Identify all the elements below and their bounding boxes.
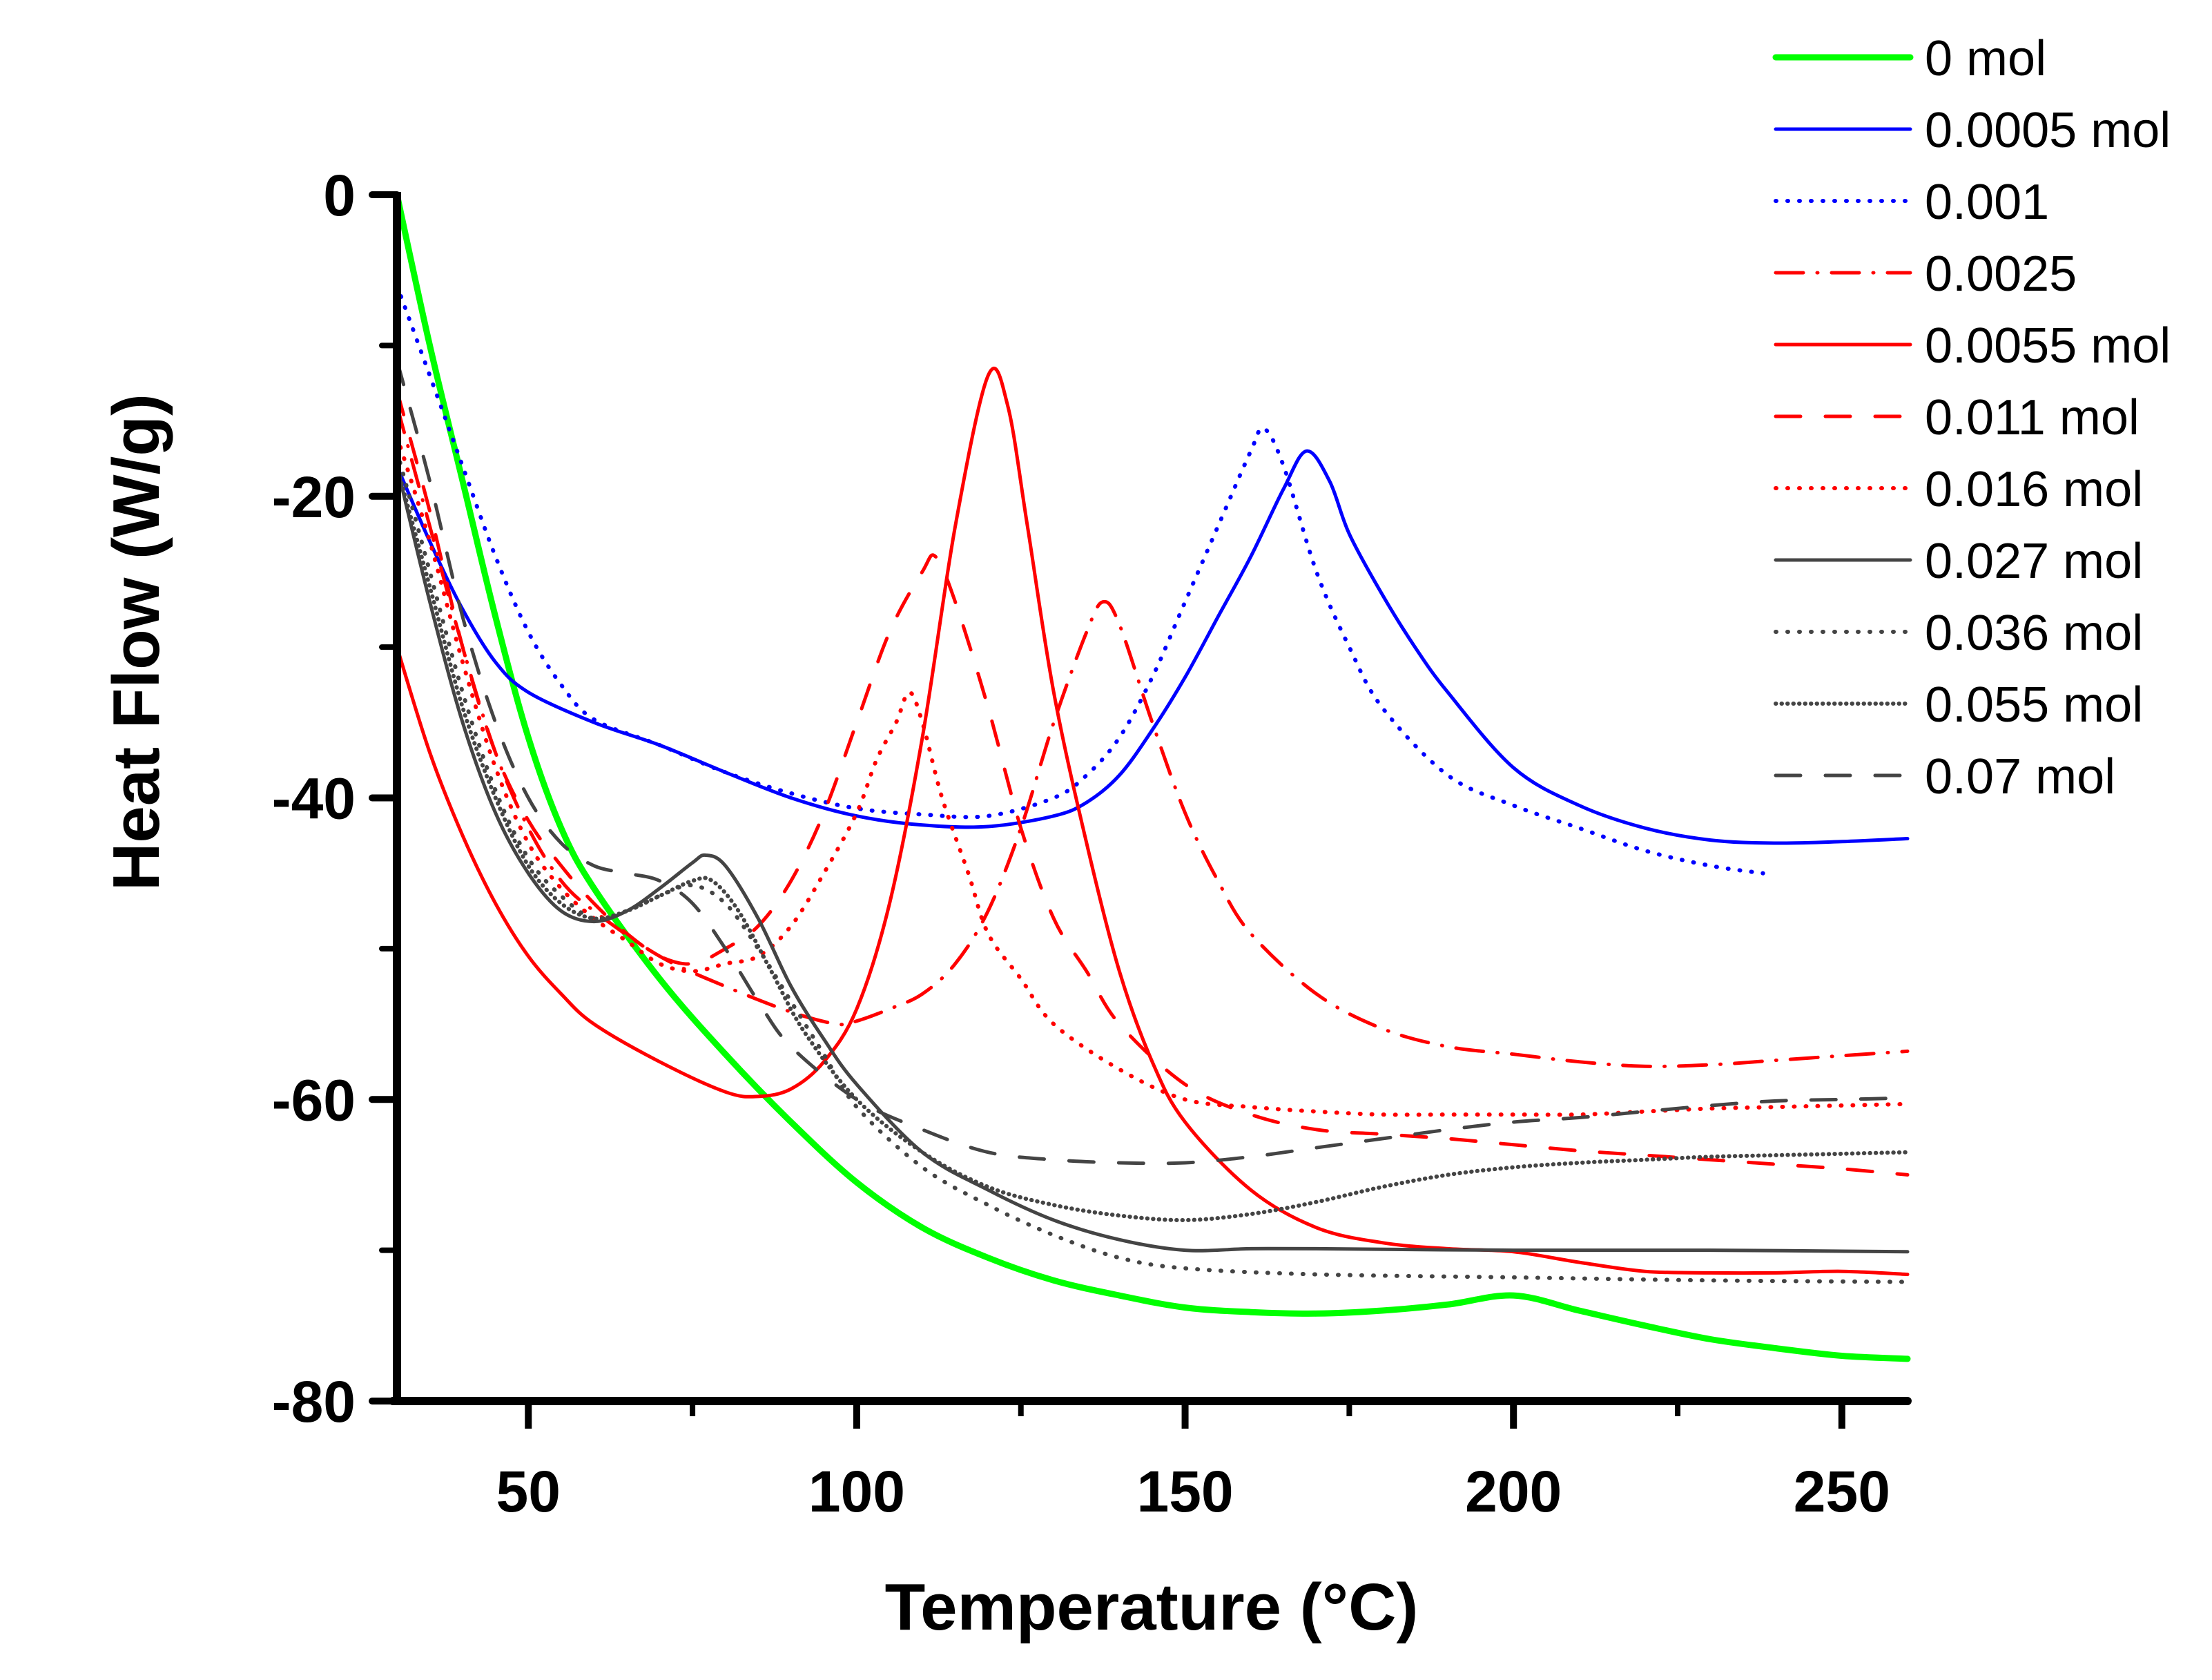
x-tick-label: 250 (1794, 1459, 1890, 1524)
y-tick-label: -20 (272, 465, 356, 530)
y-tick-label: 0 (323, 163, 356, 228)
series-line-0-0055-mol (397, 366, 1910, 1277)
x-tick-label: 200 (1465, 1459, 1562, 1524)
x-axis-title: Temperature (°C) (885, 1570, 1419, 1644)
legend-label: 0 mol (1925, 31, 2046, 86)
legend-label: 0.0055 mol (1925, 318, 2171, 374)
series-line-0-036-mol (397, 449, 1910, 1284)
legend-item: 0.027 mol (1774, 534, 2143, 589)
series-line-0-001 (397, 283, 1765, 876)
legend-item: 0.0055 mol (1774, 318, 2171, 374)
legend-item: 0.036 mol (1774, 606, 2143, 661)
legend-label: 0.016 mol (1925, 462, 2143, 517)
legend-item: 0.0005 mol (1774, 103, 2171, 158)
x-tick-label: 100 (808, 1459, 905, 1524)
series-line-0-0005-mol (397, 449, 1910, 845)
legend-item: 0.001 (1774, 175, 2049, 230)
legend-item: 0.07 mol (1774, 749, 2115, 804)
series-line-0-0025 (397, 404, 1910, 1068)
x-tick-label: 150 (1136, 1459, 1233, 1524)
legend-item: 0.055 mol (1774, 677, 2143, 733)
y-tick-label: -80 (272, 1369, 356, 1434)
y-tick-label: -60 (272, 1068, 356, 1132)
x-tick-label: 50 (496, 1459, 561, 1524)
series-line-0-mol (397, 191, 1911, 1362)
legend-label: 0.055 mol (1925, 677, 2143, 733)
legend-label: 0.027 mol (1925, 534, 2143, 589)
legend-label: 0.0025 (1925, 247, 2077, 302)
legend-label: 0.07 mol (1925, 749, 2115, 804)
tick-labels: 50 100 150 200 250 0 -20 -40 -60 -80 (272, 163, 1890, 1524)
series-layer (397, 191, 1911, 1362)
legend-label: 0.001 (1925, 175, 2049, 230)
legend-item: 0.0025 (1774, 247, 2077, 302)
axes (369, 191, 1912, 1429)
series-line-0-027-mol (397, 464, 1910, 1254)
y-axis-title: Heat Flow (W/g) (99, 394, 173, 891)
legend-item: 0.016 mol (1774, 462, 2143, 517)
series-line-0-07-mol (397, 358, 1910, 1166)
legend: 0 mol 0.0005 mol 0.001 0.0025 0.0055 mol 0.01… (1772, 31, 2171, 804)
legend-label: 0.0005 mol (1925, 103, 2171, 158)
legend-item: 0.011 mol (1774, 390, 2140, 445)
legend-item: 0 mol (1772, 31, 2046, 86)
y-tick-label: -40 (272, 766, 356, 831)
series-line-0-016-mol (397, 434, 1910, 1117)
series-line-0-011-mol (397, 389, 1910, 1177)
legend-label: 0.036 mol (1925, 606, 2143, 661)
legend-label: 0.011 mol (1925, 390, 2140, 445)
